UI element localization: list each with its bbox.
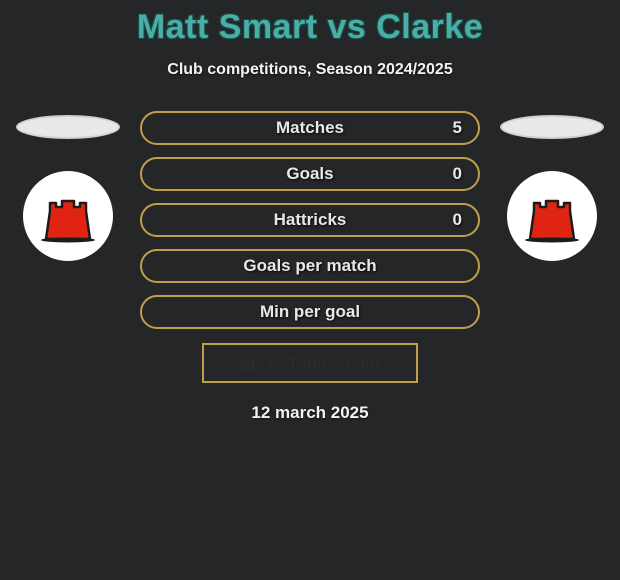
stat-label: Goals per match [243, 256, 376, 276]
page-title: Matt Smart vs Clarke [0, 8, 620, 47]
stats-column: Matches 5 Goals 0 Hattricks 0 Goals per … [140, 111, 480, 329]
stat-row-hattricks: Hattricks 0 [140, 203, 480, 237]
stat-label: Min per goal [260, 302, 360, 322]
stat-value: 0 [453, 164, 462, 184]
player-right-column [500, 111, 604, 261]
branding-label: FcTables.com [268, 353, 380, 373]
team-right-logo [507, 171, 597, 261]
stat-value: 5 [453, 118, 462, 138]
stat-row-goals-per-match: Goals per match [140, 249, 480, 283]
comparison-widget: Matt Smart vs Clarke Club competitions, … [0, 0, 620, 423]
subtitle: Club competitions, Season 2024/2025 [0, 61, 620, 79]
team-left-logo [23, 171, 113, 261]
content-row: Matches 5 Goals 0 Hattricks 0 Goals per … [0, 111, 620, 329]
castle-icon [38, 189, 98, 243]
stat-row-min-per-goal: Min per goal [140, 295, 480, 329]
stat-label: Goals [286, 164, 333, 184]
castle-icon [522, 189, 582, 243]
stat-value: 0 [453, 210, 462, 230]
player-right-avatar-placeholder [500, 115, 604, 139]
bars-chart-icon [240, 353, 262, 373]
stat-label: Matches [276, 118, 344, 138]
stat-label: Hattricks [274, 210, 347, 230]
stat-row-goals: Goals 0 [140, 157, 480, 191]
player-left-avatar-placeholder [16, 115, 120, 139]
date-text: 12 march 2025 [0, 403, 620, 423]
branding-box[interactable]: FcTables.com [202, 343, 418, 383]
stat-row-matches: Matches 5 [140, 111, 480, 145]
player-left-column [16, 111, 120, 261]
